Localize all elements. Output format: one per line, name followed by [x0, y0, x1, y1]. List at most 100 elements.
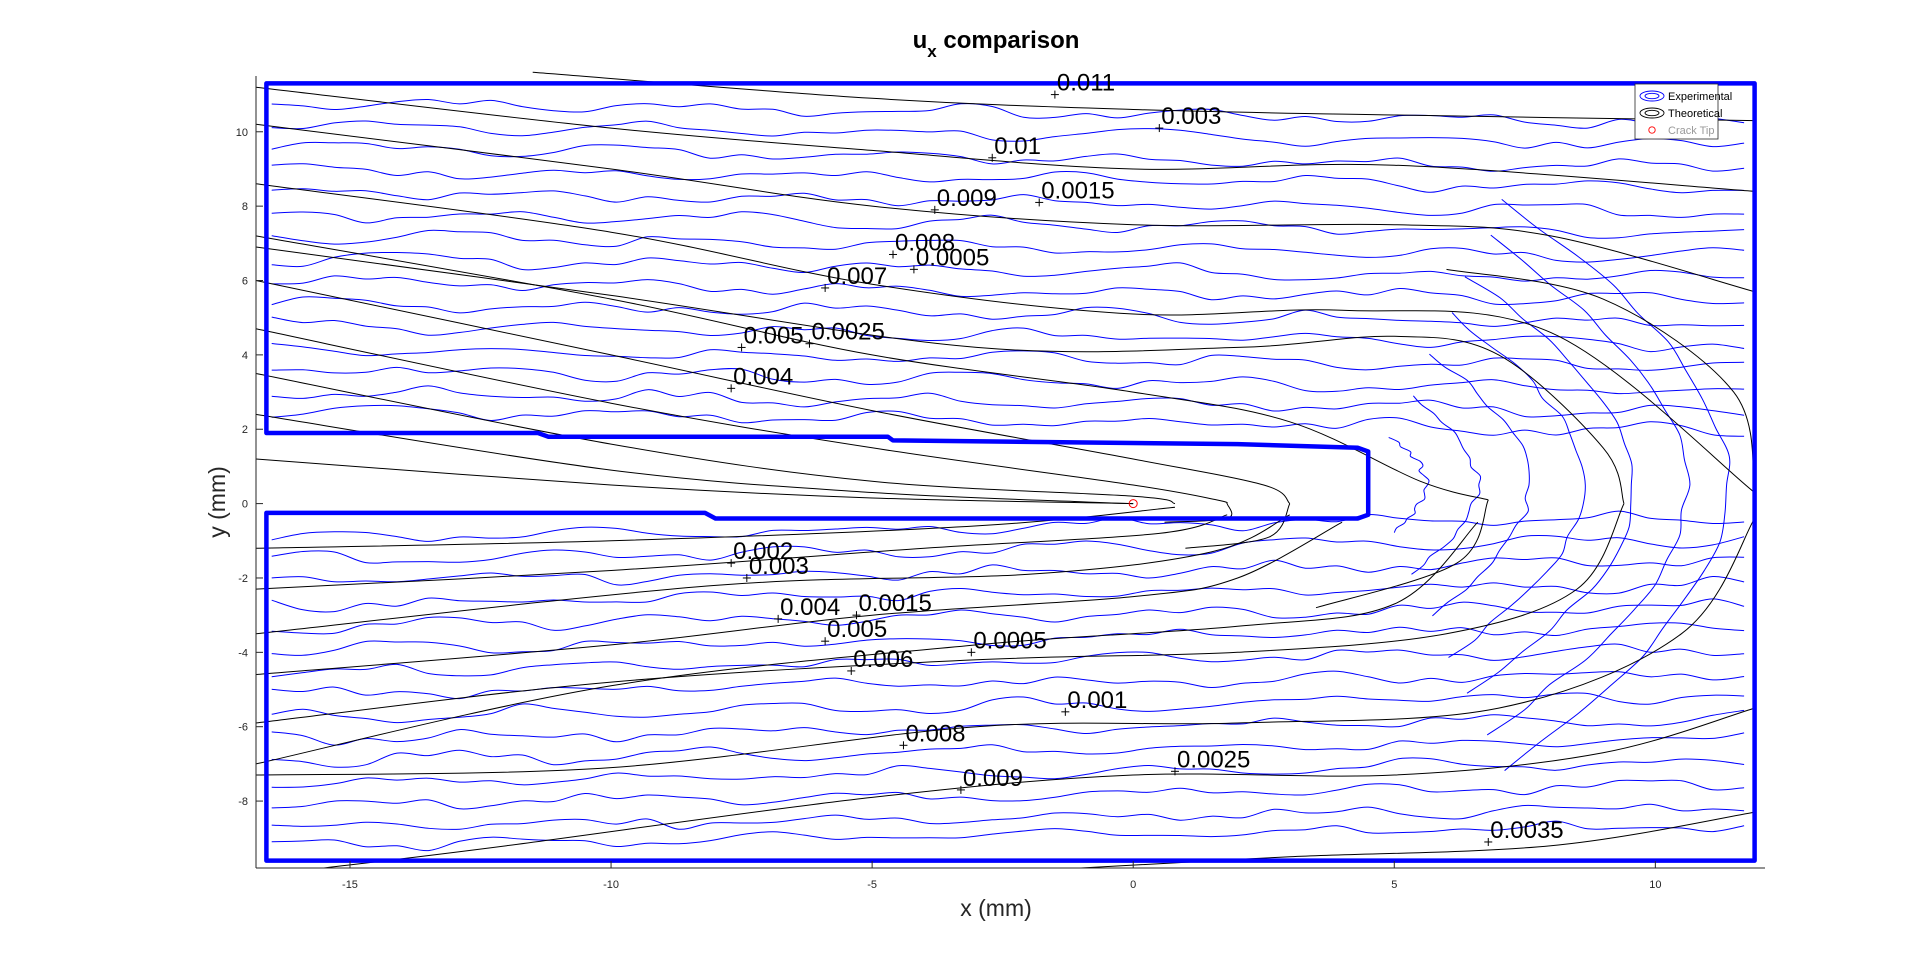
contour-label: 0.003: [1155, 103, 1221, 133]
x-tick-label: -10: [603, 879, 619, 891]
svg-text:0.006: 0.006: [853, 646, 913, 673]
theoretical-contour: [255, 514, 1291, 635]
chart-title: ux comparison: [913, 27, 1080, 61]
experimental-contour-arc: [1411, 395, 1482, 575]
svg-text:0.008: 0.008: [895, 229, 955, 256]
y-tick-label: -2: [238, 573, 248, 585]
experimental-contour: [271, 598, 1745, 635]
experimental-contour: [271, 211, 1745, 239]
svg-text:0.01: 0.01: [994, 133, 1041, 160]
contour-label: 0.009: [930, 185, 997, 214]
theoretical-contour: [255, 458, 1134, 505]
svg-text:0.009: 0.009: [937, 185, 997, 212]
experimental-contour: [271, 757, 1745, 788]
svg-text:0.001: 0.001: [1067, 687, 1127, 714]
svg-text:0.005: 0.005: [744, 322, 804, 349]
svg-text:0.009: 0.009: [963, 765, 1023, 792]
experimental-contour: [271, 120, 1745, 149]
experimental-contour: [271, 534, 1745, 564]
svg-text:Crack Tip: Crack Tip: [1668, 125, 1714, 137]
y-tick-label: 2: [242, 424, 248, 436]
contour-label: 0.0005: [909, 244, 989, 274]
experimental-contour: [271, 275, 1745, 306]
experimental-contour: [271, 820, 1745, 852]
experimental-contour: [271, 316, 1745, 353]
svg-text:0.007: 0.007: [827, 263, 887, 290]
theoretical-contour: [255, 413, 1134, 505]
y-tick-label: 10: [236, 127, 248, 139]
experimental-contour: [271, 188, 1745, 218]
experimental-contour: [271, 643, 1745, 678]
legend-entry: Crack Tip: [1648, 125, 1714, 137]
experimental-contour: [271, 229, 1745, 263]
theoretical-contour: [532, 71, 1755, 122]
experimental-contour: [271, 510, 1745, 542]
theoretical-contour: [255, 521, 1343, 676]
theoretical-contour: [255, 183, 1755, 493]
y-tick-label: 8: [242, 201, 248, 213]
contour-label: 0.008: [899, 720, 966, 750]
experimental-contour: [271, 556, 1745, 586]
experimental-contour: [271, 803, 1745, 830]
contour-label: 0.005: [737, 322, 804, 352]
theoretical-contour: [255, 373, 1176, 505]
svg-text:0.004: 0.004: [780, 594, 840, 621]
svg-text:0.0025: 0.0025: [1177, 746, 1250, 773]
contour-label: 0.01: [988, 133, 1041, 162]
experimental-contour: [271, 296, 1745, 327]
svg-text:0.008: 0.008: [905, 720, 965, 747]
y-tick-label: 0: [242, 499, 248, 511]
svg-text:0.0015: 0.0015: [858, 590, 931, 617]
svg-text:Experimental: Experimental: [1668, 91, 1732, 103]
theoretical-contour: [1446, 268, 1756, 493]
theoretical-contour: [1185, 503, 1291, 549]
experimental-contour: [271, 98, 1745, 129]
contour-label: 0.005: [821, 616, 887, 646]
contour-label: 0.004: [774, 594, 840, 623]
theoretical-contour: [255, 246, 1625, 504]
legend-entry: Experimental: [1639, 90, 1732, 103]
experimental-contour-arc: [1464, 276, 1633, 694]
y-tick-label: 6: [242, 276, 248, 288]
x-tick-label: 0: [1130, 879, 1136, 891]
theoretical-contour: [255, 503, 1625, 724]
theoretical-contour: [255, 280, 1291, 505]
x-tick-label: 5: [1391, 879, 1397, 891]
contour-label: 0.006: [847, 646, 913, 675]
contour-label: 0.003: [742, 553, 809, 582]
contour-label: 0.007: [821, 263, 887, 292]
experimental-contour: [271, 343, 1745, 371]
theoretical-contour: [255, 518, 1756, 776]
svg-text:0.0015: 0.0015: [1041, 177, 1114, 204]
experimental-contour: [271, 709, 1745, 746]
contour-label: 0.002: [727, 538, 793, 568]
theoretical-contour: [255, 123, 1755, 293]
contour-label: 0.008: [889, 229, 955, 259]
legend-entry: Theoretical: [1639, 107, 1722, 120]
x-ticks: -15 -10 -5 0 5 10: [342, 861, 1661, 891]
svg-text:Theoretical: Theoretical: [1668, 108, 1722, 120]
experimental-contour-arc: [1388, 436, 1430, 533]
contour-label: 0.001: [1061, 687, 1127, 716]
theoretical-contour: [323, 707, 1755, 869]
experimental-contour: [271, 779, 1745, 810]
experimental-contour: [271, 385, 1745, 418]
crack-tip-marker: [1128, 499, 1138, 509]
svg-text:0.005: 0.005: [827, 616, 887, 643]
experimental-contour: [271, 732, 1745, 768]
experimental-contour-arc: [1429, 353, 1530, 617]
theoretical-contour: [1315, 499, 1489, 609]
svg-text:0.0025: 0.0025: [811, 319, 884, 346]
x-tick-label: -5: [867, 879, 877, 891]
experimental-contour: [271, 366, 1745, 395]
contour-label: 0.011: [1050, 70, 1115, 99]
contour-label: 0.0025: [1170, 746, 1250, 776]
theoretical-contours: [255, 71, 1756, 869]
svg-text:0.004: 0.004: [733, 363, 793, 390]
theoretical-contour: [255, 86, 1755, 192]
y-axis-label: y (mm): [204, 466, 230, 538]
svg-text:0.002: 0.002: [733, 538, 793, 565]
